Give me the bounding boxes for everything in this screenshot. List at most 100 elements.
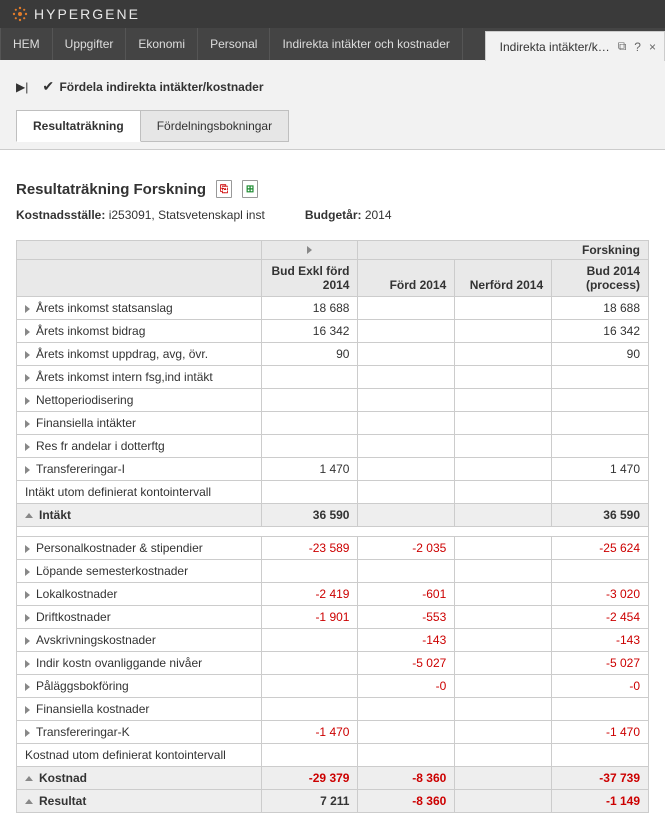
expand-icon[interactable] [25,591,30,599]
row-label[interactable]: Lokalkostnader [17,583,262,606]
row-label[interactable]: Intäkt [17,504,262,527]
row-label[interactable]: Personalkostnader & stipendier [17,537,262,560]
cell [358,297,455,320]
collapse-icon[interactable] [25,799,33,804]
th-c4[interactable]: Bud 2014 (process) [552,260,649,297]
th-c3[interactable]: Nerförd 2014 [455,260,552,297]
cell [358,435,455,458]
expand-icon[interactable] [25,637,30,645]
row-label[interactable]: Löpande semesterkostnader [17,560,262,583]
row-label-text: Indir kostn ovanliggande nivåer [36,656,202,670]
expand-icon[interactable] [25,729,30,737]
row-label[interactable]: Kostnad [17,767,262,790]
page-title: Resultaträkning Forskning [16,181,206,198]
row-label[interactable]: Resultat [17,790,262,813]
table-body: Årets inkomst statsanslag18 68818 688Åre… [17,297,649,813]
skip-forward-icon[interactable]: ▶| [16,80,28,94]
distribute-action[interactable]: ✔ Fördela indirekta intäkter/kostnader [42,78,263,95]
menu-item-indirekta[interactable]: Indirekta intäkter och kostnader [270,28,462,60]
action-row: ▶| ✔ Fördela indirekta intäkter/kostnade… [12,78,653,95]
cell: 18 688 [552,297,649,320]
row-label[interactable]: Nettoperiodisering [17,389,262,412]
expand-icon[interactable] [25,351,30,359]
table-row: Avskrivningskostnader-143-143 [17,629,649,652]
expand-icon[interactable] [25,545,30,553]
help-icon[interactable]: ? [634,40,641,54]
menu-item-hem[interactable]: HEM [0,28,53,60]
cell: 7 211 [261,790,358,813]
cell [455,675,552,698]
cell [358,481,455,504]
expand-icon[interactable] [25,568,30,576]
expand-icon[interactable] [25,443,30,451]
row-label[interactable]: Årets inkomst intern fsg,ind intäkt [17,366,262,389]
cell: 36 590 [552,504,649,527]
expand-icon[interactable] [25,660,30,668]
cell [455,537,552,560]
breadcrumb-label: Indirekta intäkter/k… [500,40,610,54]
row-label: Kostnad utom definierat kontointervall [17,744,262,767]
expand-icon[interactable] [25,328,30,336]
cell: -1 149 [552,790,649,813]
expand-icon[interactable] [25,466,30,474]
cell [455,320,552,343]
cell: -553 [358,606,455,629]
cell [455,583,552,606]
table-row: Påläggsbokföring-0-0 [17,675,649,698]
cell [358,366,455,389]
menu-item-personal[interactable]: Personal [198,28,270,60]
cell [455,458,552,481]
cell [358,412,455,435]
expand-icon[interactable] [25,420,30,428]
cell: 16 342 [552,320,649,343]
tab-resultat[interactable]: Resultaträkning [16,110,141,142]
row-label[interactable]: Driftkostnader [17,606,262,629]
expand-icon[interactable] [25,305,30,313]
table-row: Årets inkomst uppdrag, avg, övr.9090 [17,343,649,366]
table-row: Intäkt36 59036 590 [17,504,649,527]
tab-fordelning[interactable]: Fördelningsbokningar [141,110,289,142]
row-label[interactable]: Transfereringar-I [17,458,262,481]
row-label[interactable]: Finansiella intäkter [17,412,262,435]
cell [358,698,455,721]
row-label[interactable]: Årets inkomst bidrag [17,320,262,343]
row-label[interactable]: Transfereringar-K [17,721,262,744]
row-label-text: Finansiella intäkter [36,416,136,430]
menu-item-uppgifter[interactable]: Uppgifter [53,28,127,60]
close-icon[interactable]: × [649,40,656,54]
cell [358,504,455,527]
row-label-text: Påläggsbokföring [36,679,129,693]
expand-icon[interactable] [25,374,30,382]
meta2-label: Budgetår: [305,208,362,222]
th-c2[interactable]: Förd 2014 [358,260,455,297]
expand-icon[interactable] [25,706,30,714]
row-label[interactable]: Årets inkomst statsanslag [17,297,262,320]
cell [552,412,649,435]
row-label[interactable]: Res fr andelar i dotterftg [17,435,262,458]
cell [455,606,552,629]
th-labelcol [17,260,262,297]
excel-export-icon[interactable]: ⊞ [242,180,258,198]
th-expand[interactable] [261,241,358,260]
table-row: Indir kostn ovanliggande nivåer-5 027-5 … [17,652,649,675]
row-label[interactable]: Finansiella kostnader [17,698,262,721]
expand-icon[interactable] [25,683,30,691]
expand-icon[interactable] [25,397,30,405]
content: Resultaträkning Forskning ⎘ ⊞ Kostnadsst… [0,150,665,829]
cell [455,629,552,652]
row-label[interactable]: Årets inkomst uppdrag, avg, övr. [17,343,262,366]
menu-item-ekonomi[interactable]: Ekonomi [126,28,198,60]
pdf-export-icon[interactable]: ⎘ [216,180,232,198]
table-row: Transfereringar-K-1 470-1 470 [17,721,649,744]
expand-icon[interactable] [25,614,30,622]
row-label[interactable]: Avskrivningskostnader [17,629,262,652]
result-table: Forskning Bud Exkl förd 2014 Förd 2014 N… [16,240,649,813]
cell [358,389,455,412]
collapse-icon[interactable] [25,776,33,781]
cell: -23 589 [261,537,358,560]
collapse-icon[interactable] [25,513,33,518]
row-label[interactable]: Indir kostn ovanliggande nivåer [17,652,262,675]
row-label[interactable]: Påläggsbokföring [17,675,262,698]
th-c1[interactable]: Bud Exkl förd 2014 [261,260,358,297]
popout-icon[interactable]: ⧉ [618,39,627,54]
